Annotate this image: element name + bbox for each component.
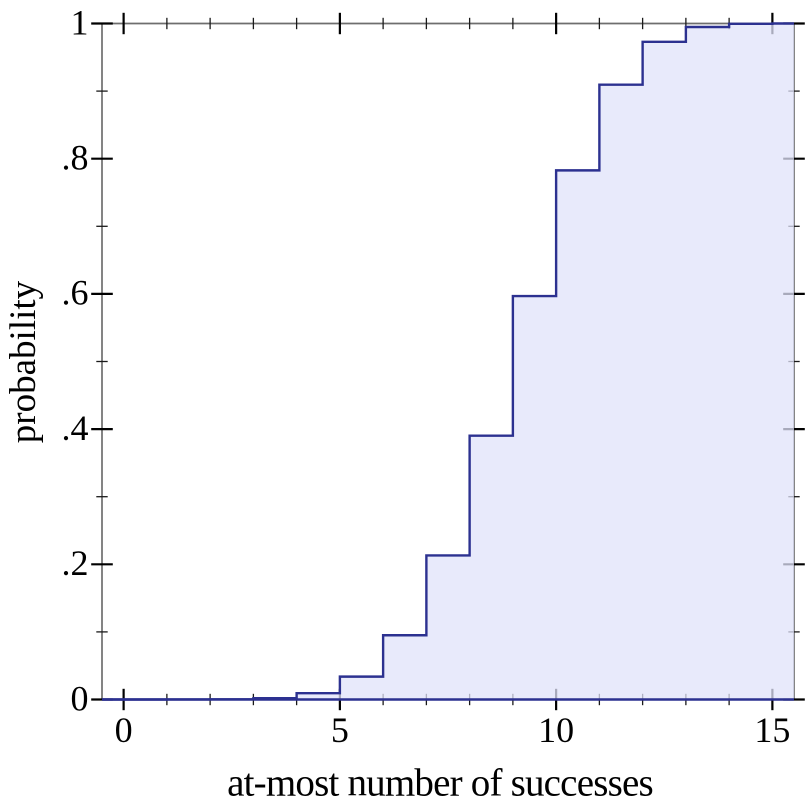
svg-text:0: 0 <box>71 678 89 718</box>
svg-text:.8: .8 <box>62 138 89 178</box>
svg-text:1: 1 <box>71 2 89 42</box>
svg-text:15: 15 <box>754 710 790 750</box>
svg-text:5: 5 <box>331 710 349 750</box>
svg-text:10: 10 <box>538 710 574 750</box>
svg-text:.6: .6 <box>62 273 89 313</box>
svg-text:.4: .4 <box>62 408 89 448</box>
svg-text:at-most number of successes: at-most number of successes <box>227 762 653 805</box>
svg-text:.2: .2 <box>62 543 89 583</box>
svg-text:probability: probability <box>3 280 44 443</box>
svg-text:0: 0 <box>115 710 133 750</box>
